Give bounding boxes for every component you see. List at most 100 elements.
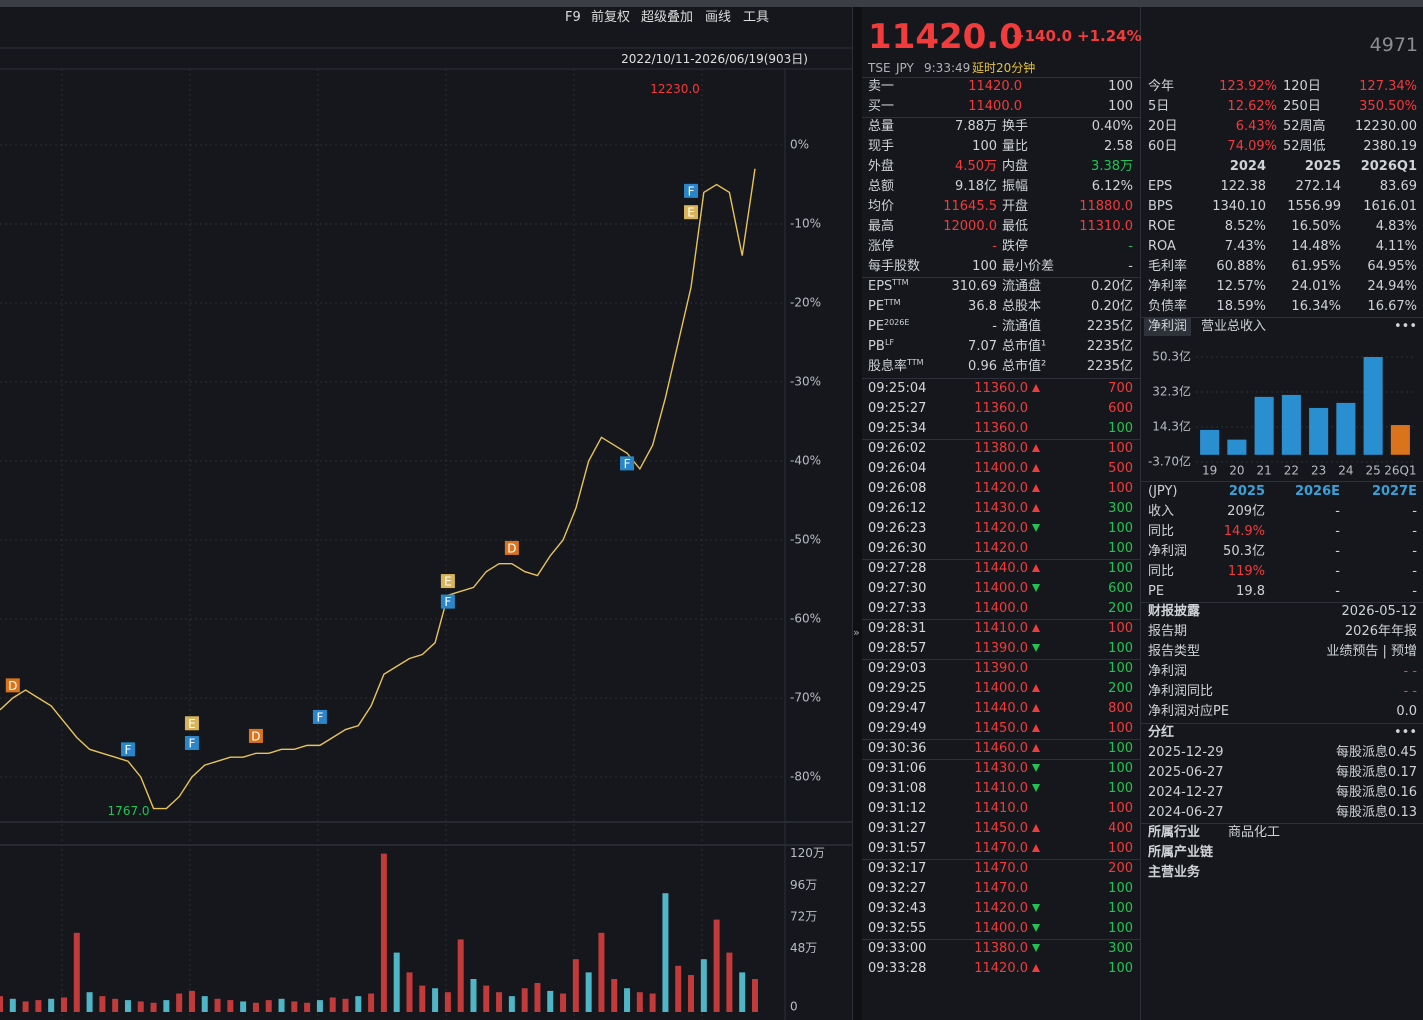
perf-label: 250日 [1283, 99, 1321, 114]
est-value: 19.8 [1236, 584, 1265, 599]
event-marker [248, 728, 263, 743]
trade-time: 09:27:28 [868, 561, 927, 576]
stat-value: 7.88万 [955, 119, 997, 134]
perf-label: 今年 [1148, 79, 1175, 94]
trade-vol: 100 [1108, 781, 1133, 796]
toolbar-item[interactable]: 工具 [743, 10, 770, 25]
fin-label: ROA [1148, 239, 1176, 254]
volume-bar [112, 998, 119, 1012]
separator [1141, 723, 1423, 724]
trade-vol: 100 [1108, 621, 1133, 636]
trade-price: 11440.0 [974, 701, 1028, 716]
order-label: 买一 [868, 99, 895, 114]
separator [862, 378, 1140, 379]
dividend-date: 2024-06-27 [1148, 805, 1224, 820]
stat-value: 100 [972, 259, 997, 274]
est-value: - [1412, 544, 1417, 559]
toolbar-item[interactable]: F9 [565, 10, 581, 25]
volume-bar [86, 992, 93, 1012]
stat-label-sup: LF [885, 338, 895, 347]
profit-bar [1390, 425, 1410, 455]
trade-vol: 400 [1108, 821, 1133, 836]
price-annotation: 12230.0 [650, 82, 700, 96]
tab[interactable]: 营业总收入 [1201, 319, 1267, 334]
trade-price: 11400.0 [974, 921, 1028, 936]
volume-bar [547, 990, 554, 1012]
event-marker [684, 205, 699, 220]
tab[interactable]: 净利润 [1144, 318, 1192, 336]
trade-vol: 200 [1108, 601, 1133, 616]
stat-value: - [992, 319, 997, 334]
trade-price: 11380.0 [974, 941, 1028, 956]
volume-bar [124, 1000, 131, 1012]
separator [862, 939, 1140, 940]
stat-value: 0.40% [1091, 119, 1133, 134]
trade-arrow [1032, 564, 1040, 572]
est-label: PE [1148, 584, 1165, 599]
more-button[interactable]: ••• [1393, 319, 1417, 334]
trade-price: 11420.0 [974, 541, 1028, 556]
trade-price: 11420.0 [974, 961, 1028, 976]
y-tick-label: -40% [790, 454, 821, 468]
stat-value: 11310.0 [1079, 219, 1133, 234]
est-value: 14.9% [1223, 524, 1265, 539]
trade-price: 11450.0 [974, 721, 1028, 736]
trade-vol: 100 [1108, 801, 1133, 816]
volume-bar [73, 932, 80, 1012]
stat-label: 内盘 [1002, 159, 1029, 174]
trade-price: 11430.0 [974, 761, 1028, 776]
event-marker-label: F [444, 595, 451, 609]
stat-label-sup: 2026E [884, 318, 910, 327]
volume-bar [342, 998, 349, 1012]
volume-bar [99, 996, 106, 1012]
est-value: - [1335, 504, 1340, 519]
volume-bar [611, 979, 618, 1012]
toolbar-item[interactable]: 前复权 [591, 10, 631, 25]
more-button[interactable]: ••• [1393, 725, 1417, 740]
toolbar-item[interactable]: 画线 [705, 10, 732, 25]
volume-bar [60, 997, 67, 1012]
trade-price: 11380.0 [974, 441, 1028, 456]
disclosure-label: 净利润对应PE [1148, 704, 1230, 719]
trade-vol: 100 [1108, 541, 1133, 556]
trade-vol: 100 [1108, 641, 1133, 656]
trade-arrow [1032, 384, 1040, 392]
date-range: 2022/10/11-2026/06/19(903日) [621, 52, 808, 66]
stat-label: 振幅 [1002, 179, 1029, 194]
perf-value: 350.50% [1359, 99, 1417, 114]
trade-time: 09:33:00 [868, 941, 927, 956]
stat-label: 流通盘 [1002, 279, 1042, 294]
stat-label: PE [868, 319, 885, 334]
trade-time: 09:32:27 [868, 881, 927, 896]
trade-vol: 200 [1108, 861, 1133, 876]
last-price: 11420.0 [868, 17, 1023, 57]
volume-bar [739, 972, 746, 1012]
trade-time: 09:32:55 [868, 921, 927, 936]
fin-value: 18.59% [1216, 299, 1266, 314]
volume-bar [291, 1001, 298, 1012]
fin-label: ROE [1148, 219, 1176, 234]
trade-price: 11420.0 [974, 481, 1028, 496]
trade-vol: 100 [1108, 521, 1133, 536]
stat-label: 总市值² [1002, 359, 1047, 374]
trade-price: 11410.0 [974, 801, 1028, 816]
trade-time: 09:26:02 [868, 441, 927, 456]
profit-bar [1309, 407, 1329, 455]
change-pct: +1.24% [1077, 26, 1142, 45]
stat-value: - [1128, 239, 1133, 254]
trade-price: 11410.0 [974, 621, 1028, 636]
volume-bar [636, 992, 643, 1012]
volume-bar [688, 975, 695, 1012]
collapse-bar[interactable] [852, 7, 862, 1020]
collapse-icon[interactable]: » [853, 626, 860, 639]
y-tick-label: 14.3亿 [1152, 419, 1191, 434]
y-tick-label: -3.70亿 [1148, 454, 1191, 469]
trade-vol: 100 [1108, 921, 1133, 936]
toolbar-item[interactable]: 超级叠加 [641, 10, 694, 25]
stat-label: 最小价差 [1002, 259, 1055, 274]
disclosure-label: 净利润同比 [1148, 684, 1214, 699]
fin-value: 8.52% [1224, 219, 1266, 234]
volume-bar [9, 998, 16, 1012]
est-value: 119% [1227, 564, 1265, 579]
perf-value: 6.43% [1235, 119, 1277, 134]
